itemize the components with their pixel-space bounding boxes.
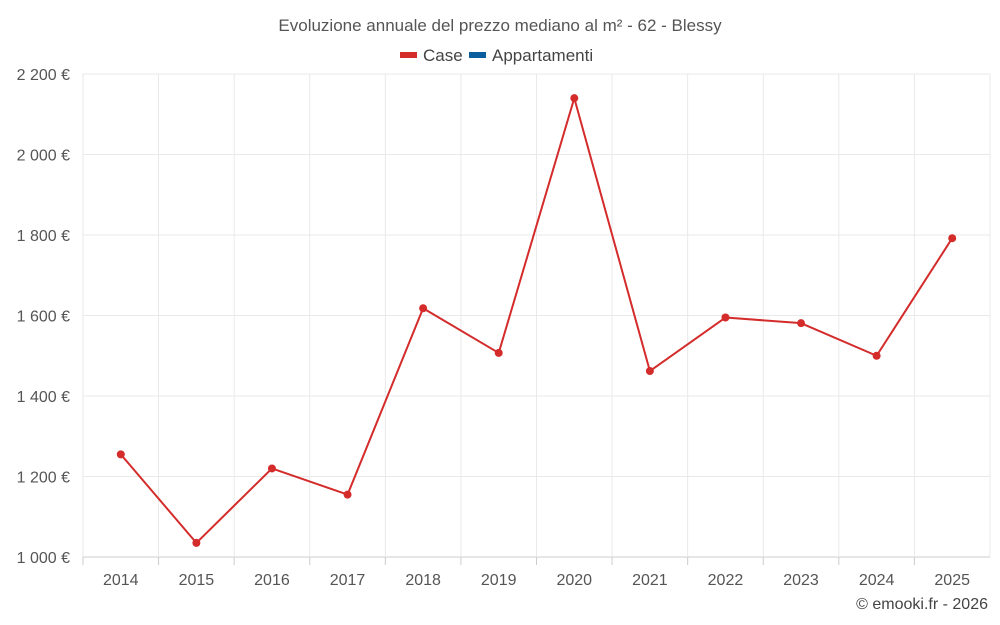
data-point[interactable] — [419, 304, 428, 313]
data-point[interactable] — [721, 313, 730, 322]
y-tick-label: 2 200 € — [17, 67, 70, 84]
data-point[interactable] — [267, 464, 276, 473]
credit-text: © emooki.fr - 2026 — [856, 596, 988, 613]
x-tick-label: 2020 — [556, 572, 592, 589]
x-tick-label: 2023 — [783, 572, 819, 589]
data-point[interactable] — [570, 94, 579, 103]
y-tick-label: 1 200 € — [17, 470, 70, 487]
legend-swatch — [469, 52, 486, 58]
data-point[interactable] — [872, 351, 881, 360]
x-tick-label: 2016 — [254, 572, 290, 589]
x-tick-label: 2025 — [934, 572, 970, 589]
legend-swatch — [400, 52, 417, 58]
data-point[interactable] — [494, 348, 503, 357]
chart-title: Evoluzione annuale del prezzo mediano al… — [278, 16, 722, 35]
data-point[interactable] — [797, 319, 806, 328]
y-tick-label: 1 800 € — [17, 228, 70, 245]
x-tick-label: 2024 — [859, 572, 895, 589]
data-point[interactable] — [948, 234, 957, 243]
x-gridlines — [82, 74, 991, 557]
x-tick-label: 2017 — [330, 572, 366, 589]
legend-label: Case — [423, 46, 463, 65]
y-tick-label: 2 000 € — [17, 148, 70, 165]
data-point[interactable] — [645, 367, 654, 376]
x-tick-label: 2019 — [481, 572, 517, 589]
x-tick-label: 2014 — [103, 572, 139, 589]
legend-label: Appartamenti — [492, 46, 593, 65]
legend-item-case[interactable]: Case — [400, 46, 463, 65]
legend: Case Appartamenti — [400, 46, 593, 65]
series-points — [116, 94, 957, 547]
x-tick-label: 2022 — [708, 572, 744, 589]
x-tick-label: 2015 — [179, 572, 215, 589]
data-point[interactable] — [192, 538, 201, 547]
y-tick-label: 1 600 € — [17, 309, 70, 326]
y-tick-label: 1 000 € — [17, 550, 70, 567]
x-tick-label: 2018 — [405, 572, 441, 589]
x-axis-tick-labels: 2014 2015 2016 2017 2018 2019 2020 2021 2022 2023… — [82, 557, 970, 589]
series-lines — [120, 97, 954, 544]
x-tick-label: 2021 — [632, 572, 668, 589]
legend-item-appartamenti[interactable]: Appartamenti — [469, 46, 593, 65]
data-point[interactable] — [116, 450, 125, 459]
y-axis-tick-labels: 1 000 € 1 200 € 1 400 € 1 600 € 1 800 € 2 000… — [17, 67, 70, 567]
data-point[interactable] — [343, 490, 352, 499]
series-line-case — [120, 97, 954, 544]
y-tick-label: 1 400 € — [17, 389, 70, 406]
